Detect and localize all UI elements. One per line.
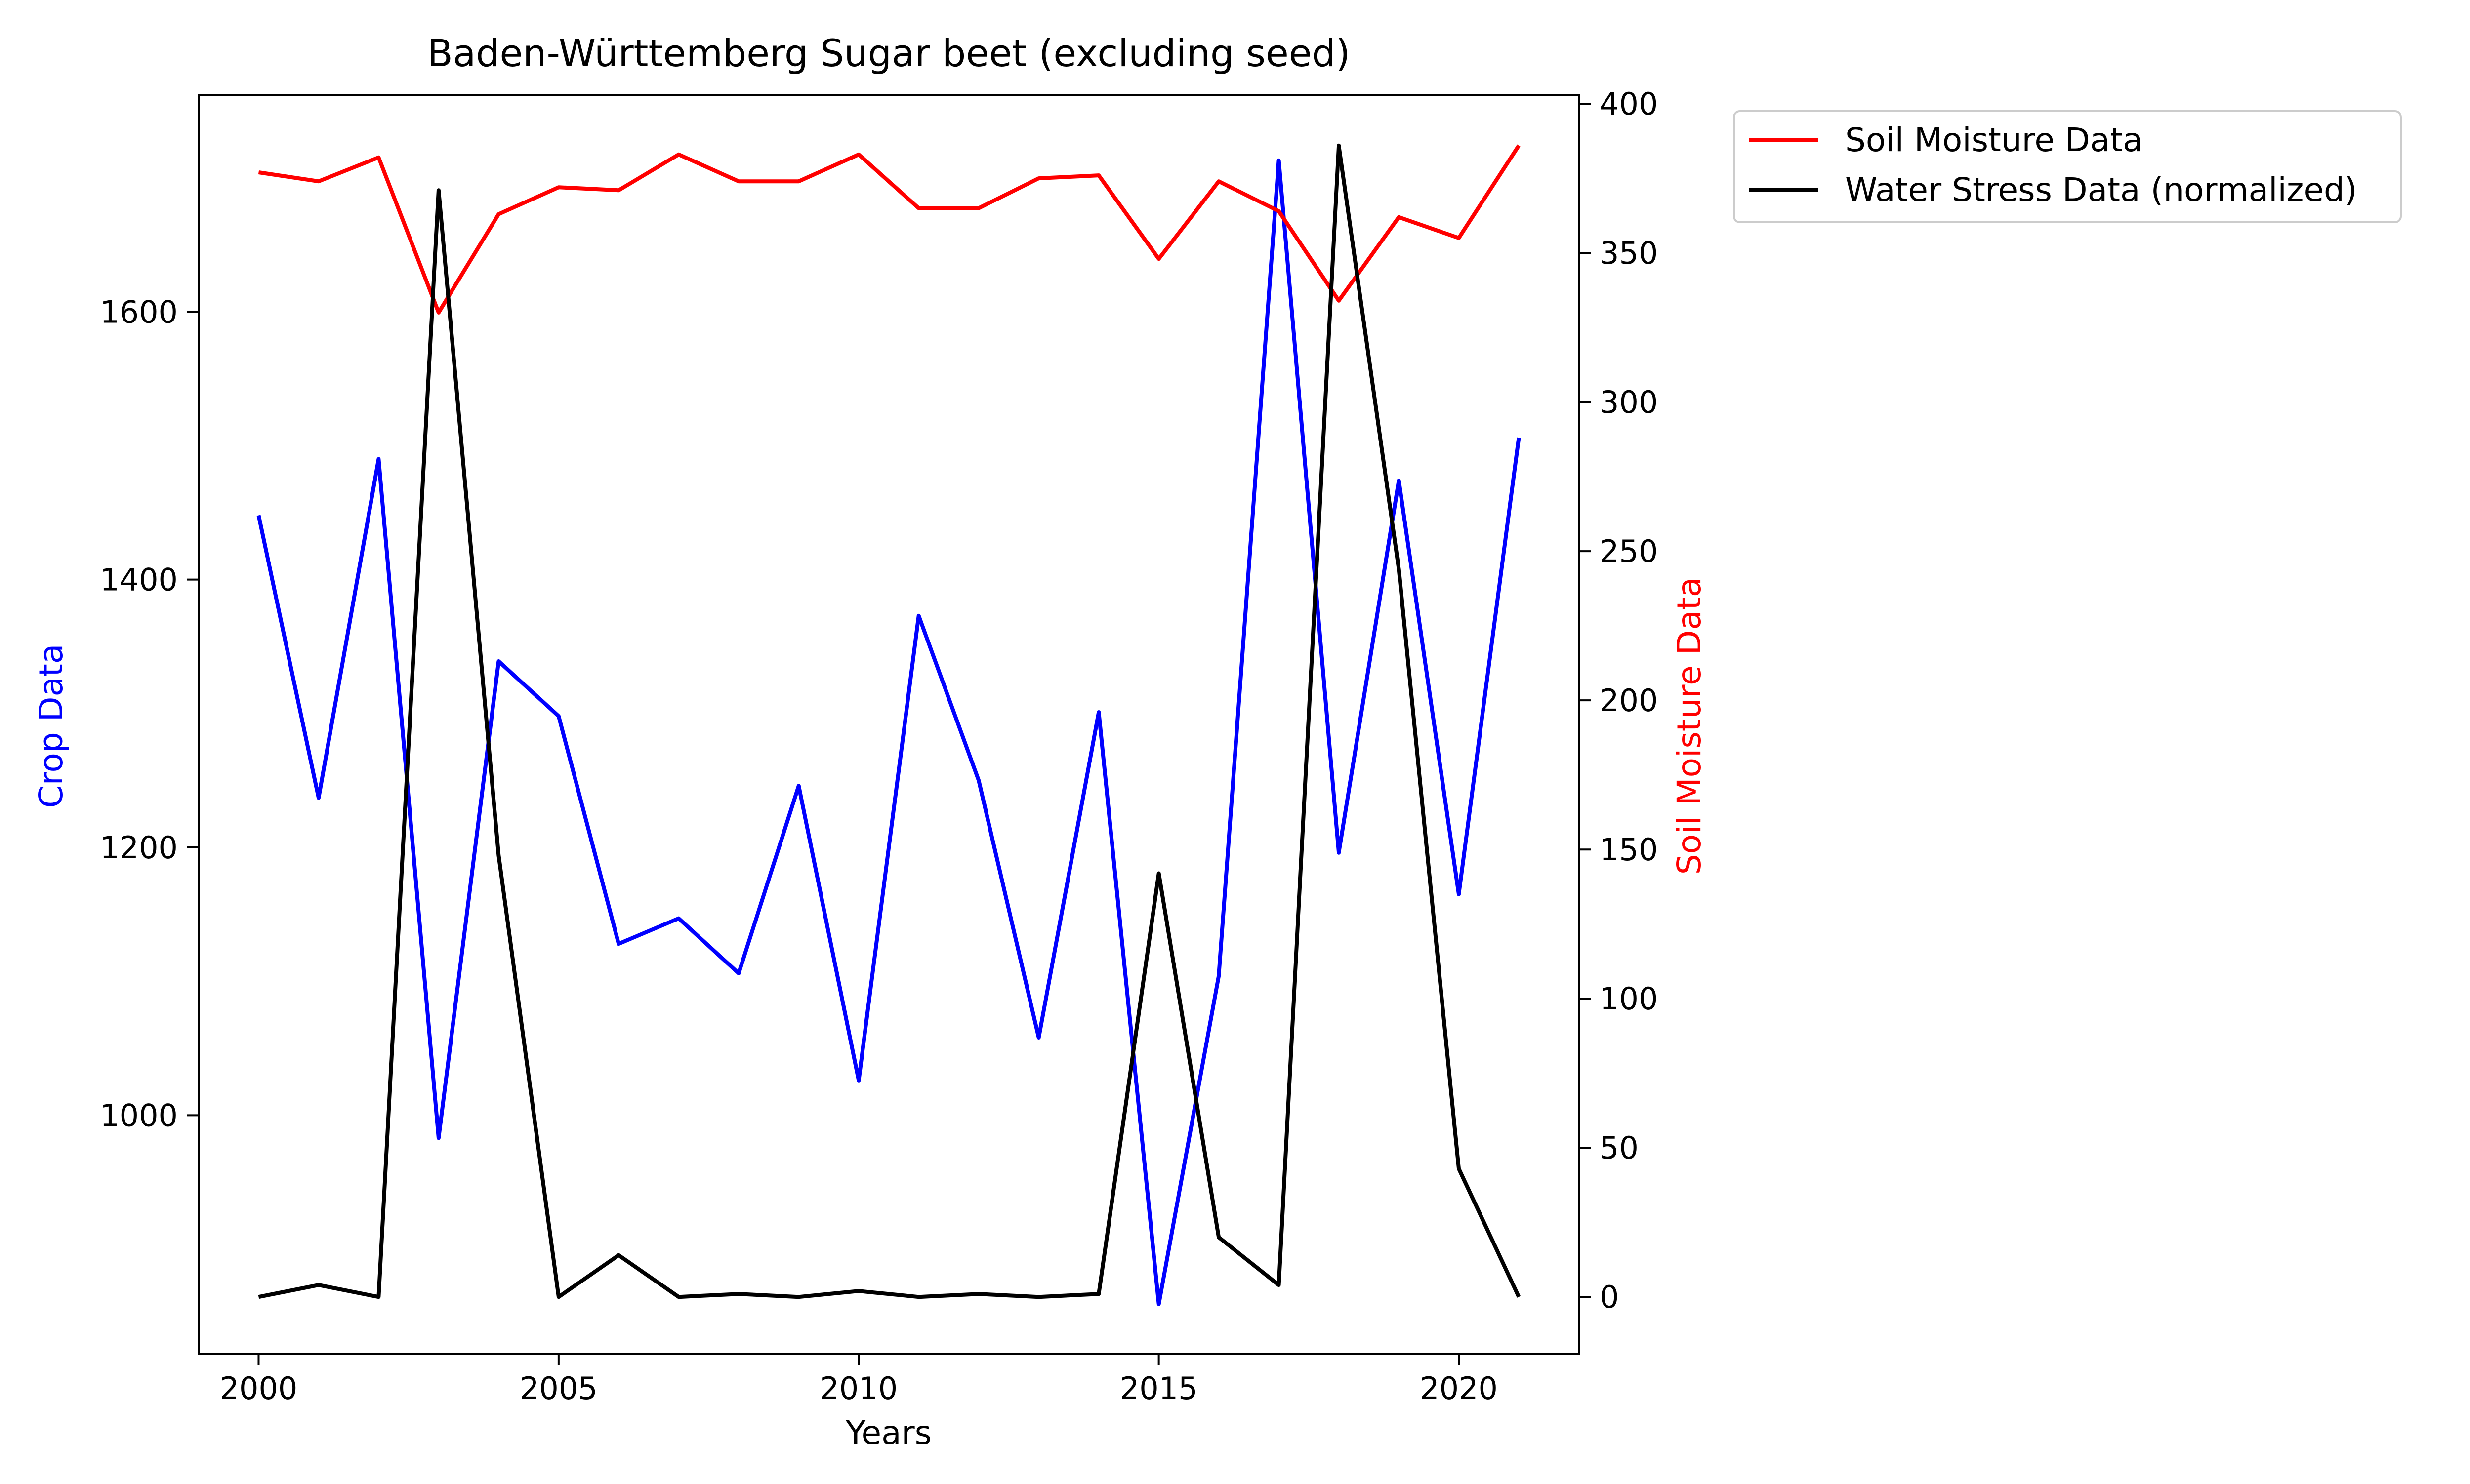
x-axis-label: Years [845, 1414, 932, 1452]
y-right-tick-label: 400 [1600, 86, 1658, 122]
y-right-tick-label: 150 [1600, 832, 1658, 868]
legend-label-soil-moisture: Soil Moisture Data [1845, 121, 2143, 159]
x-tick-label: 2015 [1120, 1370, 1198, 1406]
y-right-tick-label: 350 [1600, 235, 1658, 271]
y-right-tick-label: 250 [1600, 533, 1658, 569]
y-left-tick-label: 1000 [100, 1097, 178, 1133]
chart-title: Baden-Württemberg Sugar beet (excluding … [427, 31, 1351, 75]
y-left-tick-label: 1400 [100, 562, 178, 598]
y-left-tick-label: 1200 [100, 830, 178, 866]
y-right-tick-label: 200 [1600, 682, 1658, 719]
series-line-crop-data [256, 158, 1521, 1306]
series-line-water-stress-data-normalized [258, 143, 1521, 1299]
y-axis-left-label: Crop Data [32, 644, 70, 808]
y-right-tick-label: 50 [1600, 1130, 1639, 1166]
y-right-tick-label: 0 [1600, 1279, 1619, 1315]
y-right-tick-label: 300 [1600, 384, 1658, 420]
axes: 2000 2005 2010 2015 2020 1000 1200 1400 1600 0 50 1… [100, 86, 1658, 1406]
legend: Soil Moisture Data Water Stress Data (no… [1733, 110, 2402, 223]
plot-frame [198, 94, 1580, 1355]
series-line-soil-moisture-data [258, 144, 1521, 315]
x-tick-label: 2000 [220, 1370, 298, 1406]
y-right-tick-label: 100 [1600, 981, 1658, 1017]
legend-box [1733, 110, 2402, 223]
x-tick-label: 2010 [820, 1370, 898, 1406]
x-tick-label: 2005 [520, 1370, 598, 1406]
y-axis-right-label: Soil Moisture Data [1670, 577, 1708, 875]
legend-label-water-stress: Water Stress Data (normalized) [1845, 171, 2357, 209]
series-lines [256, 143, 1521, 1306]
x-tick-label: 2020 [1420, 1370, 1498, 1406]
y-left-tick-label: 1600 [100, 294, 178, 330]
